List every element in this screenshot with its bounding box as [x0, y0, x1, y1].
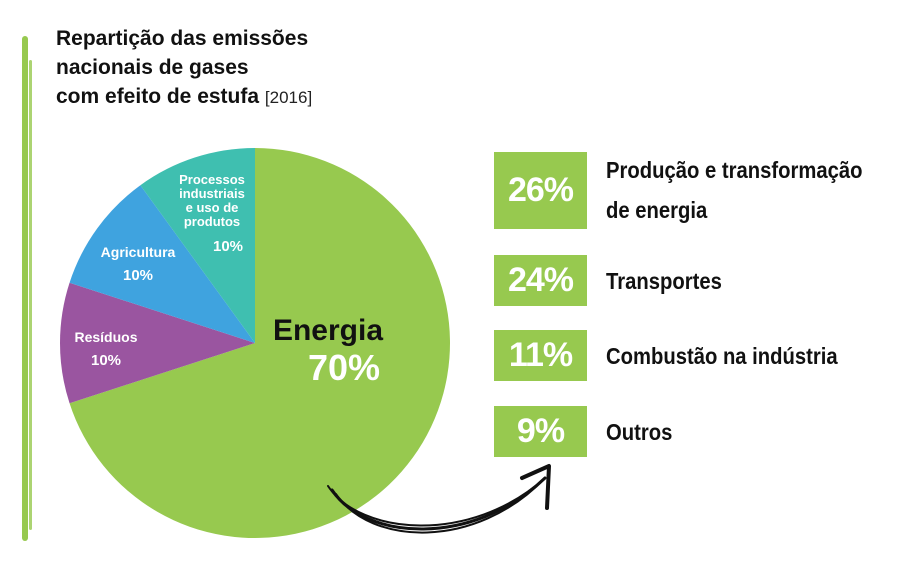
breakdown-label-line-0: Outros [606, 418, 673, 445]
pie-slice-0 [69, 148, 450, 538]
breakdown-row: 9% Outros [494, 406, 681, 457]
decorative-bar-stroke [29, 60, 32, 530]
slice-label-2-line-0: Agricultura [101, 244, 176, 260]
percentage-badge: 26% [494, 151, 587, 229]
slice-label-3-line-1: industriais [179, 186, 245, 201]
arrow-head-icon [520, 464, 551, 510]
decorative-bar [22, 36, 28, 541]
title-line-3-text: com efeito de estufa [56, 85, 260, 108]
percentage-badge: 24% [494, 255, 587, 306]
slice-value-0: 70% [308, 347, 380, 388]
pie-slice-2 [69, 185, 255, 343]
breakdown-label-line-0: Transportes [606, 267, 722, 294]
arrow-stroke-2 [335, 477, 546, 534]
slice-label-3-line-3: produtos [184, 214, 240, 229]
slice-label-3-line-2: e uso de [186, 200, 239, 215]
breakdown-label-line-0: Produção e transformação [606, 157, 863, 183]
title-line-3: com efeito de estufa [2016] [56, 82, 386, 112]
breakdown-label: Outros [606, 412, 672, 452]
breakdown-label: Combustão na indústria [606, 336, 838, 376]
pie-slice-3 [140, 148, 255, 343]
breakdown-label: Produção e transformação de energia [606, 150, 862, 230]
slice-label-1-line-0: Resíduos [74, 329, 137, 345]
breakdown-row: 11% Combustão na indústria [494, 330, 869, 381]
slice-value-1: 10% [91, 352, 121, 369]
slice-value-2: 10% [123, 267, 153, 284]
breakdown-label-line-0: Combustão na indústria [606, 342, 838, 369]
chart-title: Repartição das emissões nacionais de gas… [56, 24, 386, 112]
title-line-1: Repartição das emissões [56, 27, 309, 50]
breakdown-label: Transportes [606, 261, 722, 301]
pie-slice-1 [60, 282, 255, 404]
slice-value-3: 10% [213, 238, 243, 255]
title-line-2: nacionais de gases [56, 56, 249, 79]
percentage-badge: 9% [494, 406, 587, 457]
breakdown-row: 26% Produção e transformação de energia [494, 150, 897, 230]
percentage-badge: 11% [494, 330, 587, 381]
slice-label-0-line-0: Energia [273, 314, 383, 347]
breakdown-row: 24% Transportes [494, 255, 738, 306]
title-year: [2016] [264, 88, 313, 107]
breakdown-label-line-1: de energia [606, 197, 708, 223]
slice-label-3-line-0: Processos [179, 172, 245, 187]
